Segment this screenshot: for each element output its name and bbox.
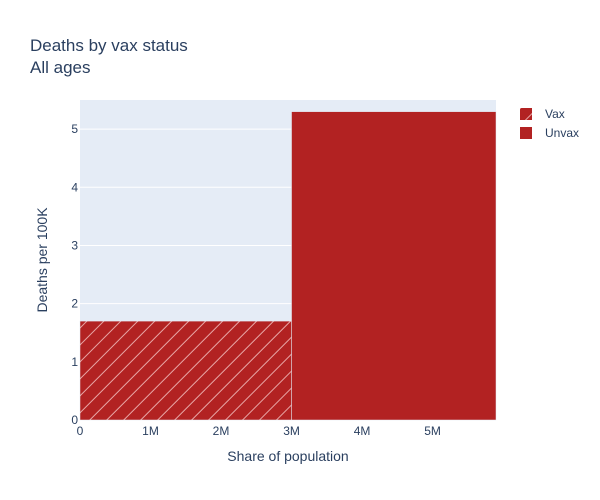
chart-title: Deaths by vax status xyxy=(30,36,188,55)
y-tick-label: 1 xyxy=(71,355,78,369)
y-axis-title: Deaths per 100K xyxy=(34,207,50,313)
y-tick-label: 0 xyxy=(71,413,78,427)
y-tick-label: 3 xyxy=(71,238,78,252)
x-axis-title: Share of population xyxy=(227,448,348,464)
legend-swatch-unvax xyxy=(520,127,532,139)
x-tick-label: 3M xyxy=(283,424,300,438)
bar-unvax xyxy=(291,111,497,421)
y-tick-label: 4 xyxy=(71,180,78,194)
legend-label-vax: Vax xyxy=(545,107,565,121)
legend: Vax Unvax xyxy=(520,107,579,140)
y-axis-ticks: 0 1 2 3 4 5 xyxy=(71,122,78,427)
y-tick-label: 2 xyxy=(71,297,78,311)
x-tick-label: 1M xyxy=(142,424,159,438)
bars xyxy=(79,111,497,421)
x-tick-label: 4M xyxy=(354,424,371,438)
chart-subtitle: All ages xyxy=(30,58,90,77)
x-tick-label: 2M xyxy=(213,424,230,438)
bar-vax xyxy=(79,320,292,421)
x-tick-label: 5M xyxy=(424,424,441,438)
x-tick-label: 0 xyxy=(77,424,84,438)
legend-swatch-vax xyxy=(520,108,532,120)
y-tick-label: 5 xyxy=(71,122,78,136)
x-axis-ticks: 0 1M 2M 3M 4M 5M xyxy=(77,424,441,438)
legend-label-unvax: Unvax xyxy=(545,126,579,140)
